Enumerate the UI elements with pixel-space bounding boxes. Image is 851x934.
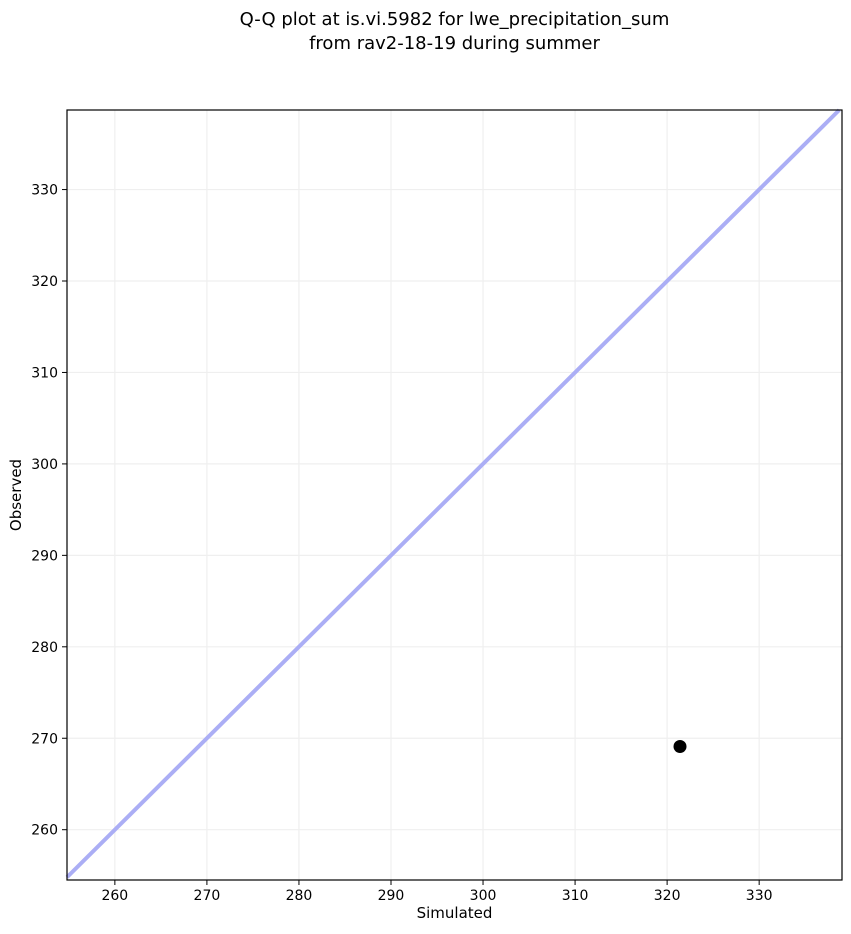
identity-line — [65, 108, 841, 879]
x-tick-label: 260 — [101, 888, 128, 904]
y-tick-label: 310 — [31, 365, 58, 381]
x-tick-label: 290 — [378, 888, 405, 904]
y-tick-label: 300 — [31, 457, 58, 473]
x-tick-label: 330 — [746, 888, 773, 904]
data-point — [673, 739, 687, 753]
chart-title-line1: Q-Q plot at is.vi.5982 for lwe_precipita… — [239, 9, 670, 30]
y-tick-label: 290 — [31, 548, 58, 564]
y-tick-label: 270 — [31, 731, 58, 747]
y-tick-label: 320 — [31, 274, 58, 290]
x-axis-label: Simulated — [416, 904, 493, 922]
axes-spines — [66, 109, 843, 881]
x-tick-label: 280 — [286, 888, 313, 904]
y-tick-label: 280 — [31, 640, 58, 656]
y-tick-label: 330 — [31, 183, 58, 199]
y-tick-label: 260 — [31, 823, 58, 839]
chart-title: Q-Q plot at is.vi.5982 for lwe_precipita… — [67, 8, 842, 56]
chart-title-line2: from rav2-18-19 during summer — [309, 33, 600, 54]
x-tick-label: 310 — [562, 888, 589, 904]
x-tick-label: 270 — [194, 888, 221, 904]
x-tick-label: 320 — [654, 888, 681, 904]
x-tick-label: 300 — [470, 888, 497, 904]
